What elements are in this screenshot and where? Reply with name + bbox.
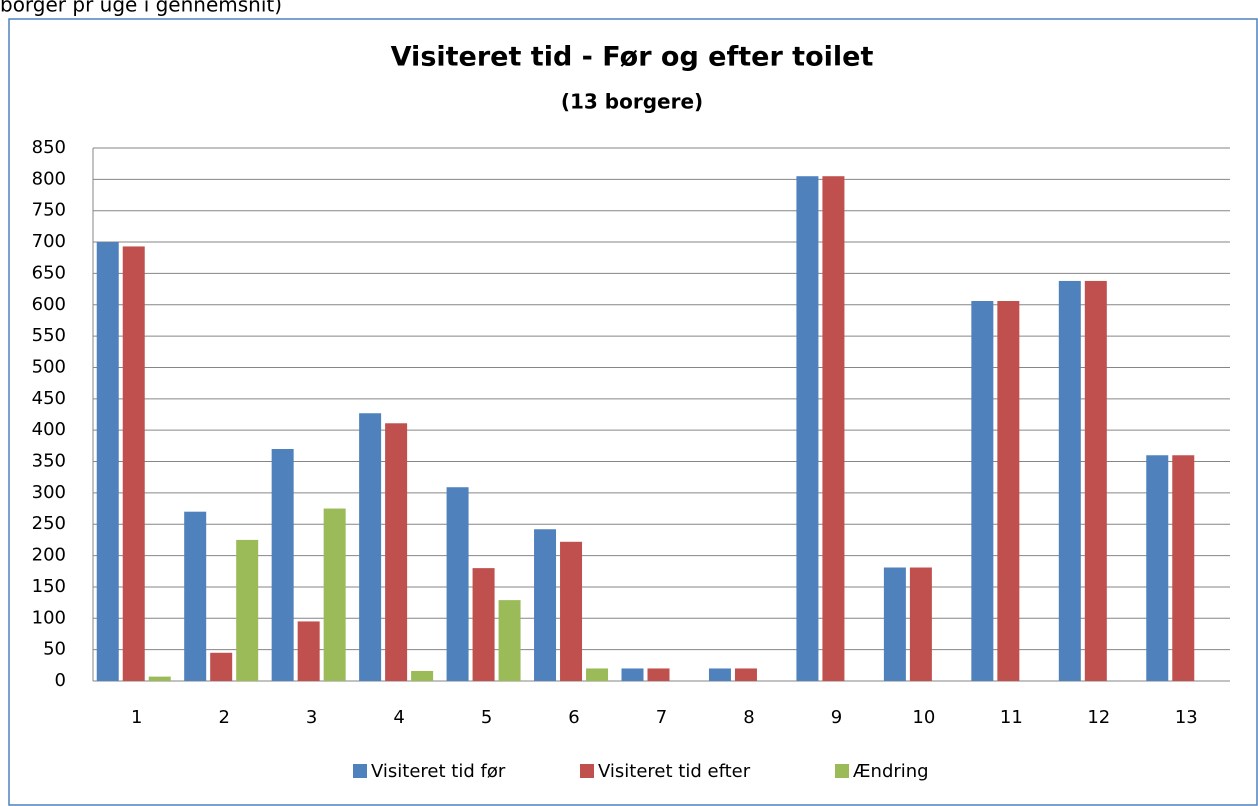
bar (359, 413, 382, 681)
bar (883, 567, 906, 681)
y-tick-label: 100 (32, 607, 66, 628)
x-tick-label: 9 (831, 707, 842, 728)
bar (210, 652, 233, 681)
y-tick-label: 750 (32, 200, 66, 221)
y-tick-label: 850 (32, 137, 66, 158)
bar (534, 529, 557, 681)
x-tick-label: 4 (393, 707, 404, 728)
legend-swatch (353, 764, 367, 778)
bar (560, 541, 583, 681)
bar (1172, 455, 1195, 681)
bar (1084, 280, 1107, 681)
bar (647, 668, 670, 681)
y-tick-label: 650 (32, 262, 66, 283)
y-tick-label: 300 (32, 482, 66, 503)
bar (796, 176, 819, 681)
y-tick-label: 0 (55, 670, 66, 691)
x-tick-label: 6 (568, 707, 579, 728)
bar (96, 242, 119, 681)
x-tick-label: 2 (218, 707, 229, 728)
bar (385, 423, 408, 681)
bar (236, 539, 259, 681)
y-tick-label: 250 (32, 513, 66, 534)
bar (498, 600, 521, 681)
bar (708, 668, 731, 681)
x-tick-label: 7 (656, 707, 667, 728)
y-tick-label: 200 (32, 545, 66, 566)
legend-swatch (835, 764, 849, 778)
x-tick-label: 3 (306, 707, 317, 728)
bar (446, 487, 469, 681)
chart-title: Visiteret tid - Før og efter toilet (391, 42, 874, 73)
bar (971, 301, 994, 681)
bar (621, 668, 644, 681)
caption: borger pr uge i gennemsnit) (0, 0, 282, 17)
bar (297, 621, 320, 681)
bar (909, 567, 932, 681)
y-tick-label: 800 (32, 168, 66, 189)
bar (734, 668, 757, 681)
x-tick-label: 5 (481, 707, 492, 728)
legend-swatch (580, 764, 594, 778)
bar (586, 668, 609, 681)
y-tick-label: 500 (32, 356, 66, 377)
bar (997, 301, 1020, 681)
x-tick-label: 13 (1175, 707, 1198, 728)
bar (148, 676, 171, 681)
x-tick-label: 12 (1087, 707, 1110, 728)
x-tick-label: 10 (912, 707, 935, 728)
bar (472, 568, 495, 681)
y-tick-label: 350 (32, 451, 66, 472)
legend-label: Visiteret tid før (371, 761, 506, 782)
legend-label: Ændring (853, 761, 929, 782)
chart-subtitle: (13 borgere) (561, 90, 703, 114)
bar (822, 176, 845, 681)
y-tick-label: 700 (32, 231, 66, 252)
y-tick-label: 400 (32, 419, 66, 440)
y-tick-label: 50 (43, 639, 66, 660)
bar (1058, 280, 1081, 681)
bar (323, 508, 346, 681)
x-tick-label: 11 (1000, 707, 1023, 728)
bar (122, 246, 145, 681)
y-tick-label: 150 (32, 576, 66, 597)
x-tick-label: 8 (743, 707, 754, 728)
bar (1146, 455, 1169, 681)
y-tick-label: 450 (32, 388, 66, 409)
x-tick-label: 1 (131, 707, 142, 728)
y-tick-label: 550 (32, 325, 66, 346)
bar (411, 670, 434, 681)
legend-label: Visiteret tid efter (598, 761, 751, 782)
bar (271, 448, 294, 681)
bar (184, 511, 207, 681)
y-tick-label: 600 (32, 294, 66, 315)
